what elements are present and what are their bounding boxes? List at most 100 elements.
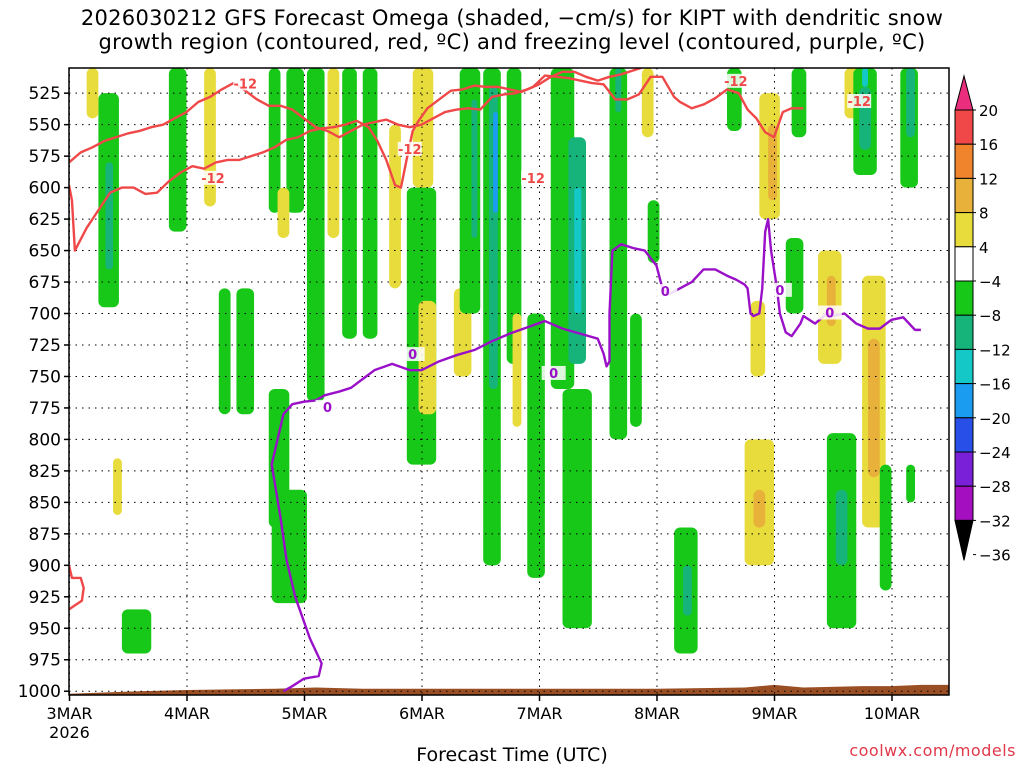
omega-patch-60 <box>879 464 892 591</box>
ytick-label-775: 775 <box>29 399 61 419</box>
omega-patch-57 <box>862 68 868 87</box>
omega-patch-28 <box>506 68 522 364</box>
y-axis: 525 550 575 600 625 650 675 700 725 750 775 800 825 8… <box>18 84 69 702</box>
xtick-label-6: 9MAR <box>751 704 797 723</box>
x-axis-label: Forecast Time (UTC) <box>416 744 608 766</box>
colorbar-bin-5 <box>954 246 974 282</box>
colorbar-bin-2 <box>954 143 974 179</box>
omega-patch-37 <box>630 313 642 427</box>
omega-patch-5 <box>168 68 187 232</box>
contour-label-red-2: -12 <box>201 172 225 187</box>
contour-label-red-4: -12 <box>724 75 748 90</box>
chart-title-line-1: 2026030212 GFS Forecast Omega (shaded, −… <box>80 6 944 30</box>
omega-patch-16 <box>342 68 357 339</box>
contour-label-bg-5 <box>847 93 872 108</box>
contour-label-bg-9 <box>653 284 678 299</box>
contour-label-purple-10: 0 <box>775 284 784 299</box>
contour-label-bg-4 <box>723 73 748 88</box>
ytick-label-550: 550 <box>29 116 61 136</box>
omega-patch-34 <box>574 187 582 314</box>
ytick-label-800: 800 <box>29 430 61 450</box>
omega-patch-32 <box>562 389 592 629</box>
red-contour-upper <box>69 68 645 164</box>
colorbar-label-12: −32 <box>979 512 1011 530</box>
ytick-label-600: 600 <box>29 179 61 199</box>
ytick-label-950: 950 <box>29 619 61 639</box>
colorbar-label-8: −16 <box>979 376 1011 394</box>
temperature-contours: -12 -12 -12 -12 -12 -12 0 0 0 0 0 0 <box>69 68 921 693</box>
colorbar-bin-3 <box>954 177 974 214</box>
ytick-label-1000: 1000 <box>18 682 61 702</box>
xtick-sublabel: 2026 <box>49 723 90 740</box>
xtick-label-5: 8MAR <box>634 704 680 723</box>
ytick-label-575: 575 <box>29 147 61 167</box>
colorbar-bin-7 <box>954 314 974 350</box>
ytick-label-850: 850 <box>29 493 61 513</box>
omega-patch-3 <box>121 609 152 654</box>
omega-patch-39 <box>647 200 660 264</box>
omega-patch-24 <box>471 99 478 238</box>
colorbar-label-1: 16 <box>979 136 998 154</box>
contour-label-purple-11: 0 <box>825 307 834 322</box>
omega-patch-4 <box>113 458 122 515</box>
omega-patch-63 <box>906 464 915 503</box>
plot-frame <box>68 67 950 696</box>
omega-patch-18 <box>389 124 401 289</box>
ytick-label-900: 900 <box>29 556 61 576</box>
contour-label-bg-2 <box>200 170 225 185</box>
xtick-label-2: 5MAR <box>281 704 327 723</box>
red-contour-bottom <box>69 565 85 611</box>
colorbar-label-10: −24 <box>979 444 1011 462</box>
omega-patch-14 <box>306 68 325 402</box>
colorbar-bin-4 <box>954 212 974 248</box>
omega-patch-35 <box>609 68 628 440</box>
omega-patch-10 <box>271 489 307 604</box>
omega-patch-21 <box>418 300 437 415</box>
contour-label-bg-0 <box>233 76 258 91</box>
omega-patch-47 <box>768 124 777 201</box>
contour-label-purple-7: 0 <box>408 348 417 363</box>
omega-patch-19 <box>412 68 434 188</box>
omega-patch-62 <box>906 68 915 138</box>
contour-label-bg-1 <box>397 141 422 156</box>
contour-label-bg-8 <box>541 365 566 380</box>
omega-patch-43 <box>750 300 766 377</box>
ytick-label-625: 625 <box>29 210 61 230</box>
contour-label-purple-6: 0 <box>323 401 332 416</box>
colorbar-label-2: 12 <box>979 170 998 188</box>
colorbar-label-4: 4 <box>979 239 989 257</box>
xtick-label-7: 10MAR <box>864 704 920 723</box>
colorbar-label-6: −8 <box>979 307 1001 325</box>
ytick-label-525: 525 <box>29 84 61 104</box>
x-axis: 3MAR 4MAR 5MAR 6MAR 7MAR 8MAR 9MAR 10MAR 2026 <box>46 695 920 740</box>
chart-title-line-2: growth region (contoured, red, ºC) and f… <box>98 30 926 54</box>
contour-label-bg-11 <box>817 305 842 320</box>
contour-label-bg-10 <box>767 282 792 297</box>
contour-label-red-1: -12 <box>398 143 422 158</box>
omega-patch-53 <box>835 489 848 566</box>
colorbar-bin-6 <box>954 280 974 316</box>
contour-label-bg-6 <box>315 399 340 414</box>
colorbar-label-5: −4 <box>979 273 1001 291</box>
omega-patch-48 <box>785 237 804 314</box>
ytick-label-975: 975 <box>29 651 61 671</box>
colorbar-bin-1 <box>954 109 974 145</box>
omega-patch-36 <box>615 68 622 113</box>
omega-patch-11 <box>268 68 281 213</box>
colorbar-label-3: 8 <box>979 205 989 223</box>
omega-patch-13 <box>277 187 290 238</box>
colorbar-top-arrow <box>954 74 974 111</box>
omega-patch-38 <box>641 68 654 138</box>
contour-label-purple-9: 0 <box>661 285 670 300</box>
purple-freezing-contour <box>270 217 921 693</box>
omega-patch-30 <box>527 313 545 578</box>
colorbar-label-0: 20 <box>979 102 998 120</box>
ytick-label-875: 875 <box>29 525 61 545</box>
xtick-label-4: 7MAR <box>516 704 562 723</box>
ytick-label-650: 650 <box>29 242 61 262</box>
omega-patch-15 <box>327 68 340 238</box>
xtick-label-1: 4MAR <box>164 704 210 723</box>
contour-label-purple-8: 0 <box>549 367 558 382</box>
colorbar-label-11: −28 <box>979 478 1011 496</box>
